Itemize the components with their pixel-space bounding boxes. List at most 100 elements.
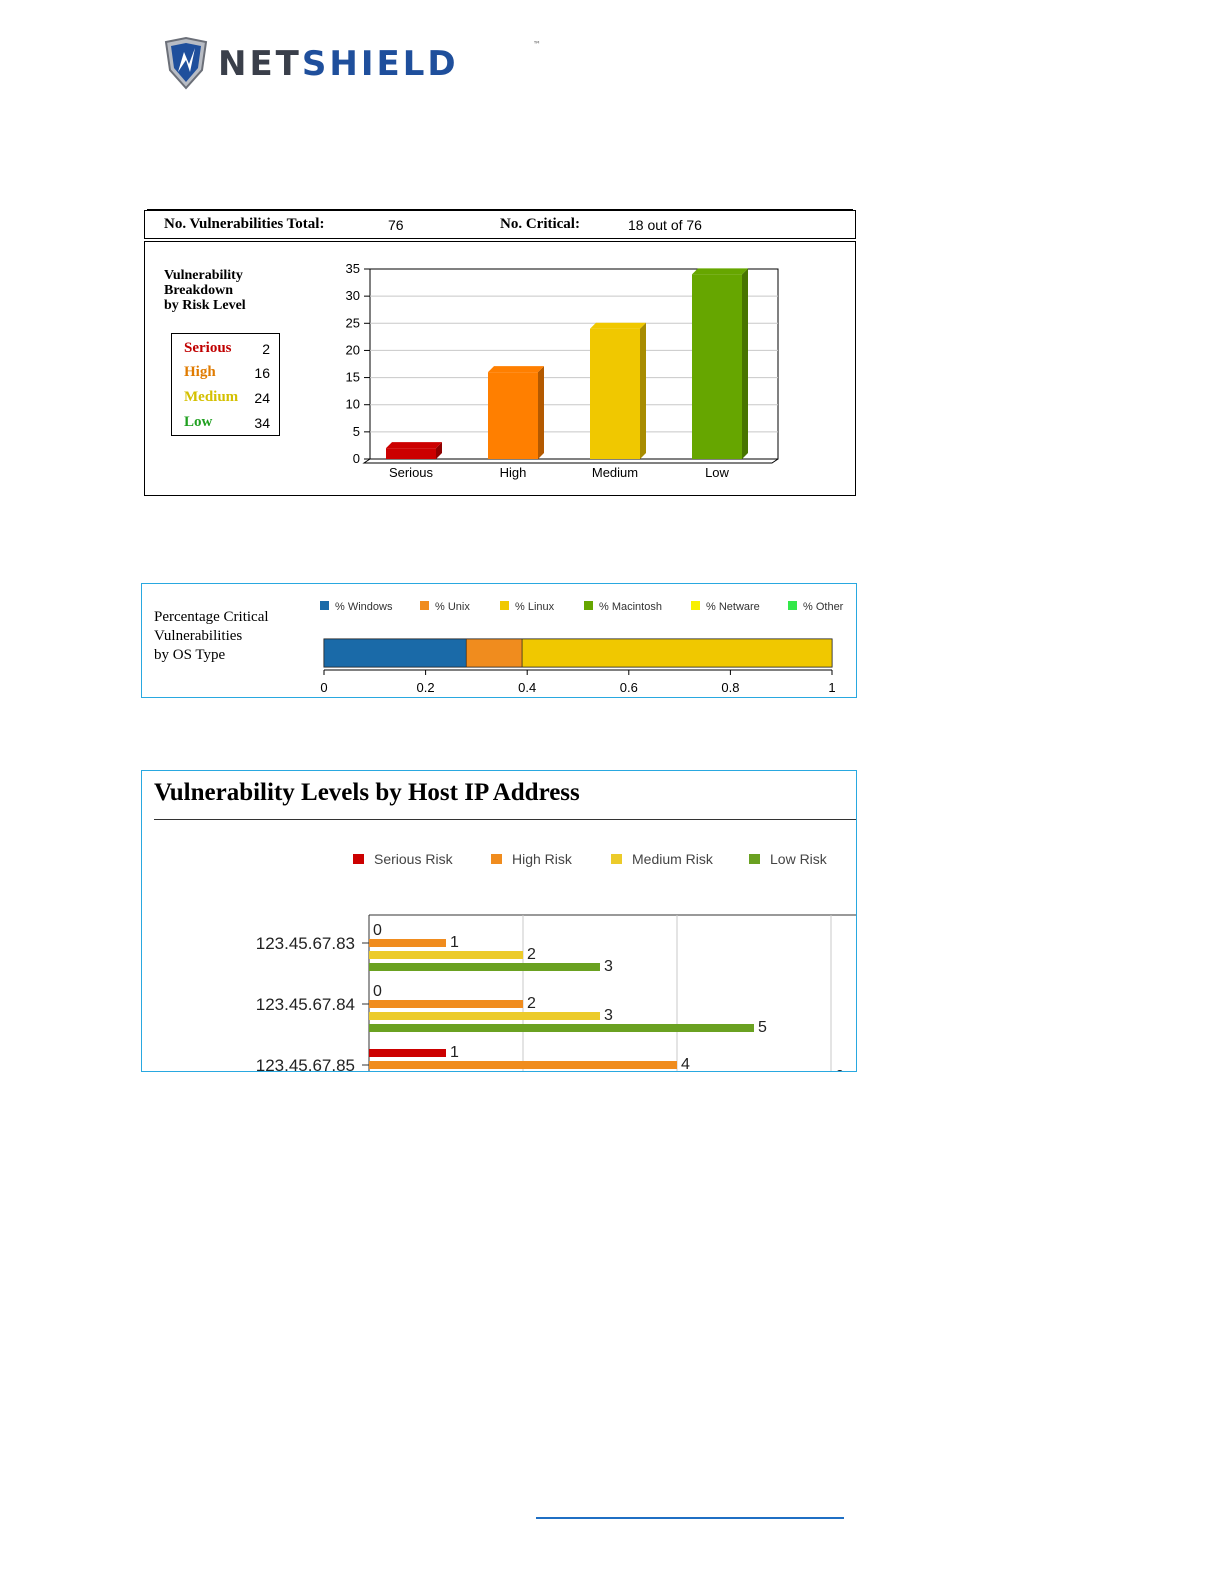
value-label: 2 (527, 946, 536, 963)
legend-row-medium: Medium 24 (184, 389, 270, 406)
value-label: 0 (373, 922, 382, 939)
hbar (369, 1024, 754, 1032)
legend-label: Low Risk (770, 851, 828, 867)
legend-swatch (320, 601, 329, 610)
shield-icon (164, 36, 208, 90)
hbar (369, 951, 523, 959)
bar-low (692, 274, 742, 459)
bar-serious (386, 448, 436, 459)
hbar (369, 1049, 446, 1057)
bar-top (590, 322, 646, 329)
total-label: No. Vulnerabilities Total: (164, 216, 325, 232)
x-tick-label: Serious (389, 465, 434, 480)
title-divider (154, 819, 856, 820)
legend-label: % Netware (706, 601, 760, 613)
os-type-panel: Percentage Critical Vulnerabilities by O… (141, 583, 857, 698)
y-tick-label: 25 (346, 315, 360, 330)
legend-label: % Other (803, 601, 844, 613)
logo-wordmark: NETSHIELD (218, 44, 459, 84)
bar-side (640, 322, 646, 459)
x-tick-label: 0.8 (721, 680, 739, 695)
value-label: 5 (758, 1019, 767, 1036)
hbar (369, 963, 600, 971)
legend-row-low: Low 34 (184, 414, 270, 431)
y-tick-label: 0 (353, 451, 360, 466)
legend-swatch (611, 854, 622, 864)
risk-level-bar-chart: 0 5 10 15 20 25 30 35 Serious High Medium Low (346, 261, 779, 480)
y-tick-label: 35 (346, 261, 360, 276)
hbar (369, 939, 446, 947)
legend-swatch (353, 854, 364, 864)
critical-label: No. Critical: (500, 216, 580, 232)
legend-swatch (584, 601, 593, 610)
stack-segment (323, 638, 467, 668)
bar-top (488, 366, 544, 373)
legend-row-high: High 16 (184, 364, 270, 381)
y-tick-label: 123.45.67.84 (256, 995, 355, 1014)
legend-label: % Macintosh (599, 601, 662, 613)
legend-label: Medium Risk (632, 851, 714, 867)
netshield-logo: NETSHIELD ™ (160, 36, 560, 96)
value-label: 0 (373, 983, 382, 1000)
value-label: 1 (450, 1044, 459, 1061)
host-ip-panel: Vulnerability Levels by Host IP Address … (141, 770, 857, 1072)
y-tick-label: 123.45.67.85 (256, 1056, 355, 1071)
hbar (369, 1061, 677, 1069)
legend-swatch (749, 854, 760, 864)
total-value: 76 (388, 217, 404, 233)
risk-breakdown-title: Vulnerability Breakdown by Risk Level (164, 268, 246, 313)
value-label: 6 (835, 1068, 844, 1071)
legend-swatch (500, 601, 509, 610)
risk-count-legend: Serious 2 High 16 Medium 24 Low 34 (171, 333, 280, 436)
legend-swatch (420, 601, 429, 610)
bar-side (742, 268, 748, 459)
stack-segment (521, 638, 833, 668)
y-tick-label: 15 (346, 370, 360, 385)
legend-item: % Other (788, 601, 844, 613)
y-tick-label: 5 (353, 424, 360, 439)
os-type-title: Percentage Critical Vulnerabilities by O… (154, 609, 269, 663)
x-tick-label: Medium (592, 465, 638, 480)
bar-side (436, 442, 442, 459)
legend-row-serious: Serious 2 (184, 340, 270, 357)
value-label: 3 (604, 958, 613, 975)
critical-value: 18 out of 76 (628, 217, 702, 233)
os-type-stacked-bar-chart: % Windows % Unix % Linux % Macintosh % Netwa… (320, 601, 844, 695)
legend-label: High Risk (512, 851, 573, 867)
hbar (369, 1000, 523, 1008)
hbar (369, 1012, 600, 1020)
x-tick-label: 0.6 (620, 680, 638, 695)
bar-high (488, 372, 538, 459)
legend-label: % Unix (435, 601, 470, 613)
vulnerability-summary-bar: No. Vulnerabilities Total: 76 No. Critic… (144, 210, 856, 239)
risk-breakdown-panel: Vulnerability Breakdown by Risk Level Se… (144, 241, 856, 496)
y-tick-label: 30 (346, 288, 360, 303)
y-tick-label: 123.45.67.83 (256, 934, 355, 953)
y-tick-label: 10 (346, 397, 360, 412)
x-tick-label: 0.2 (417, 680, 435, 695)
x-tick-label: 1 (828, 680, 835, 695)
legend-item: % Macintosh (584, 601, 662, 613)
bar-side (538, 366, 544, 459)
value-label: 4 (681, 1056, 690, 1071)
value-label: 3 (604, 1007, 613, 1024)
footer-link-underline (536, 1517, 844, 1519)
y-tick-label: 20 (346, 342, 360, 357)
host-ip-grouped-bar-chart: Serious Risk High Risk Medium Risk Low Risk… (256, 851, 856, 1071)
x-tick-label: 0 (320, 680, 327, 695)
legend-label: % Linux (515, 601, 555, 613)
legend-swatch (691, 601, 700, 610)
x-tick-label: 0.4 (518, 680, 536, 695)
legend-swatch (788, 601, 797, 610)
legend-item: % Windows (320, 601, 393, 613)
legend-label: Serious Risk (374, 851, 454, 867)
x-tick-label: High (500, 465, 527, 480)
legend-swatch (491, 854, 502, 864)
chart-floor (362, 458, 779, 464)
trademark-mark: ™ (533, 40, 541, 49)
legend-label: % Windows (335, 601, 393, 613)
x-tick-label: Low (705, 465, 729, 480)
bar-top (692, 268, 748, 275)
value-label: 1 (450, 934, 459, 951)
legend-item: % Unix (420, 601, 470, 613)
